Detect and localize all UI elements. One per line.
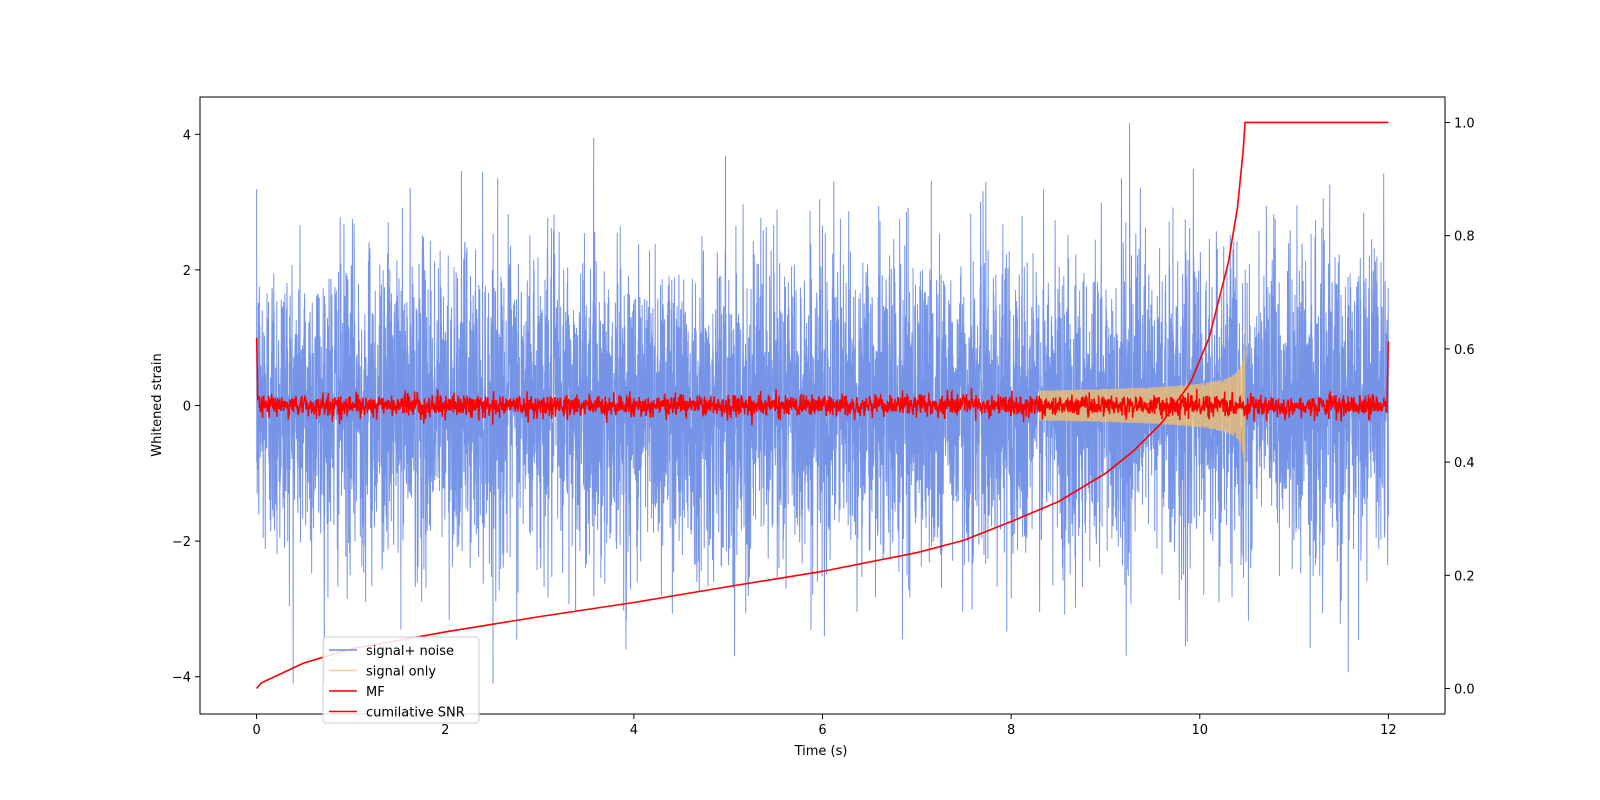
x-tick-label: 0 xyxy=(252,723,260,738)
y2-tick-label: 0.2 xyxy=(1454,569,1475,584)
legend: signal+ noise signal only MF cumilative SNR xyxy=(322,636,480,724)
legend-label: MF xyxy=(366,685,385,700)
x-tick-label: 12 xyxy=(1380,723,1397,738)
x-ticks: 0 2 4 6 8 10 12 xyxy=(252,714,1397,738)
y-tick-label: 2 xyxy=(183,264,191,279)
y2-ticks: 0.0 0.2 0.4 0.6 0.8 1.0 xyxy=(1445,116,1475,698)
x-tick-label: 6 xyxy=(818,723,826,738)
y-ticks: −4 −2 0 2 4 xyxy=(172,128,200,686)
y-tick-label: −2 xyxy=(172,535,191,550)
y2-tick-label: 0.0 xyxy=(1454,683,1475,698)
legend-label: signal only xyxy=(366,665,436,680)
legend-label: signal+ noise xyxy=(366,644,454,659)
y2-tick-label: 0.4 xyxy=(1454,456,1475,471)
x-tick-label: 8 xyxy=(1007,723,1015,738)
legend-box xyxy=(322,636,480,724)
y2-tick-label: 1.0 xyxy=(1454,116,1475,131)
legend-label: cumilative SNR xyxy=(366,706,465,721)
y-axis-label: Whitened strain xyxy=(150,353,165,456)
y-tick-label: 0 xyxy=(183,400,191,415)
x-tick-label: 10 xyxy=(1191,723,1208,738)
series-layer xyxy=(255,121,1390,690)
x-tick-label: 4 xyxy=(630,723,638,738)
y-tick-label: −4 xyxy=(172,671,191,686)
x-axis-label: Time (s) xyxy=(794,744,848,759)
series-cumulative-snr xyxy=(255,121,1389,690)
series-mf xyxy=(255,337,1390,426)
y2-tick-label: 0.8 xyxy=(1454,230,1475,245)
x-tick-label: 2 xyxy=(441,723,449,738)
y-tick-label: 4 xyxy=(183,128,191,143)
y2-tick-label: 0.6 xyxy=(1454,343,1475,358)
